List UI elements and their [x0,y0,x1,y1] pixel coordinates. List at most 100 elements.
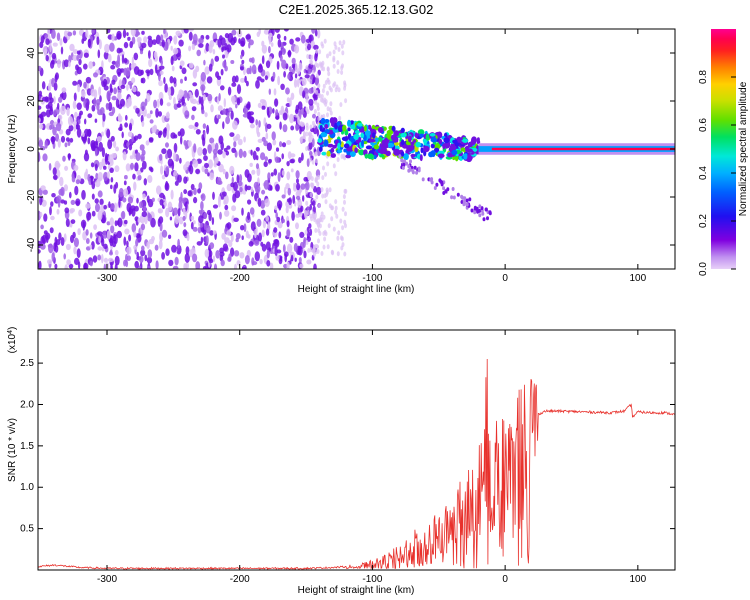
spectrogram-cell [142,193,146,199]
spectrogram-cell [83,63,88,70]
spectrogram-cell [158,111,162,117]
spectrogram-cell [476,208,480,213]
spectrogram-cell [379,148,386,154]
spectrogram-cell [243,223,247,233]
spectrogram-cell [205,42,210,52]
spectrogram-cell [39,211,43,218]
spectrogram-cell [52,174,58,180]
spectrogram-cell [433,186,437,190]
spectrogram-cell [225,171,229,180]
spectrogram-cell [185,246,190,255]
spectrogram-cell [124,228,130,235]
spectrogram-cell [203,59,206,66]
spectrogram-cell [101,131,104,137]
spectrogram-cell [231,29,237,36]
spectrogram-cell [324,119,330,123]
spectrogram-cell [117,115,123,123]
spectrogram-cell [178,216,184,225]
spectrogram-cell [315,89,319,95]
spectrogram-cell [192,69,198,79]
spectrogram-cell [97,254,102,261]
spectrogram-cell [197,226,202,234]
spectrogram-cell [277,221,283,229]
spectrogram-cell [357,122,363,127]
spectrogram-cell [206,209,212,216]
spectrogram-cell [341,225,345,231]
spectrogram-cell [57,138,61,148]
spectrogram-cell [111,60,117,65]
spectrogram-cell [321,193,325,199]
spectrogram-cell [222,243,228,252]
spectrogram-cell [257,197,262,207]
spectrogram-cell [407,164,411,169]
spectrogram-cell [233,217,239,222]
spectrogram-cell [276,60,280,70]
spectrogram-cell [286,229,291,237]
spectrogram-cell [468,197,472,202]
spectrogram-cell [180,135,183,145]
spectrogram-cell [50,201,54,207]
spectrogram-cell [160,34,164,41]
spectrogram-cell [466,148,473,153]
spectrogram-cell [279,256,283,262]
snr-ticks: -300 -200 -100 0 100 0.5 1.0 1.5 2.0 2.5 [20,330,675,585]
spectrogram-cell [484,207,488,212]
spectrogram-cell [234,250,240,257]
spectrogram-cell [312,86,316,92]
spectrogram-cell [135,107,140,114]
spectrogram-cell [460,147,466,152]
spectrogram-cell [275,254,280,261]
spectrogram-cell [317,238,320,244]
spectrogram-cell [372,132,376,139]
spectrogram-cell [336,121,341,126]
spectrogram-cell [311,29,316,34]
spectrogram-cell [212,48,216,55]
spectrogram-cell [231,176,234,184]
spectrogram-cell [123,180,127,186]
spectrogram-cell [358,137,362,142]
spectrogram-cell [128,208,133,215]
spectrogram-cell [261,229,265,238]
spectrogram-cell [463,153,468,160]
spectrogram-cell [281,153,285,160]
spectrogram-cell [298,212,303,218]
spectrogram-cell [242,190,247,195]
x-tick-label: -300 [97,273,117,284]
spectrogram-cell [349,151,356,158]
spectrogram-cell [234,190,241,199]
spectrogram-cell [244,169,250,178]
spectrogram-cell [336,131,340,137]
spectrogram-cell [103,165,107,170]
spectrogram-cell [124,122,128,128]
spectrogram-cell [277,75,280,86]
spectrogram-cell [291,63,296,69]
spectrogram-cell [283,29,289,32]
spectrogram-cell [452,156,456,161]
spectrogram-cell [212,191,215,200]
spectrogram-cell [240,37,246,47]
spectrogram-cell [324,129,330,134]
spectrogram-cell [74,185,79,196]
spectrogram-cell [289,236,294,243]
spectrogram-cell [97,246,103,251]
spectrogram-cell [203,212,208,220]
spectrogram-cell [316,181,320,187]
spectrogram-cell [123,188,129,197]
spectrogram-cell [72,80,78,86]
spectrogram-cell [38,249,41,254]
spectrogram-cell [476,137,480,143]
spectrogram-cell [93,97,97,107]
spectrogram-cell [318,49,322,55]
spectrogram-cell [232,120,238,130]
spectrogram-cell [133,231,137,238]
spectrogram-cell [443,137,450,144]
spectrogram-cell [265,60,271,69]
spectrogram-cell [253,181,259,190]
spectrogram-cell [343,85,347,91]
spectrogram-cell [326,90,329,96]
spectrogram-cell [116,30,122,40]
spectrogram-cell [309,124,313,130]
spectrogram-cell [314,158,318,164]
spectrogram-cell [153,99,158,109]
spectrogram-cell [101,254,104,264]
